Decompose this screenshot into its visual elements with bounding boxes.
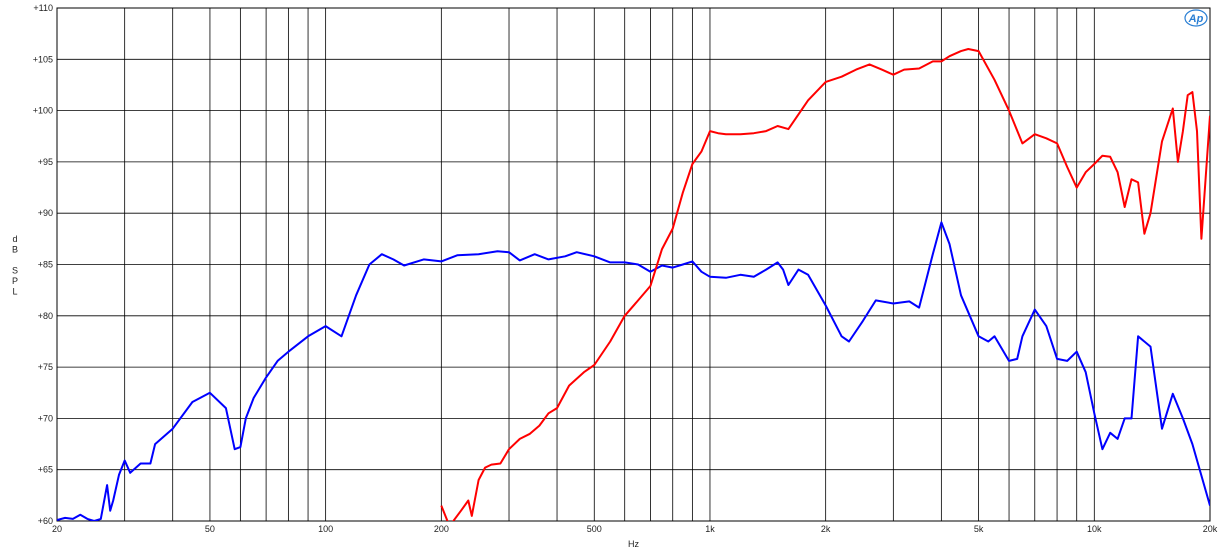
y-tick-label: +105	[33, 54, 53, 64]
x-tick-label: 1k	[705, 524, 715, 534]
x-tick-label: 2k	[821, 524, 831, 534]
y-axis-ticks: +60 +65 +70 +75 +80 +85 +90 +95 +100 +105 +110	[33, 3, 53, 526]
x-tick-label: 10k	[1087, 524, 1102, 534]
series-line-2	[440, 48, 1210, 521]
y-axis-label-char: L	[12, 287, 17, 297]
x-tick-label: 500	[587, 524, 602, 534]
x-tick-label: 200	[434, 524, 449, 534]
y-tick-label: +85	[38, 260, 53, 270]
ap-logo: Ap	[1184, 9, 1208, 27]
y-tick-label: +65	[38, 465, 53, 475]
x-tick-label: 50	[205, 524, 215, 534]
logo-text: Ap	[1188, 13, 1204, 25]
x-axis-label: Hz	[628, 539, 639, 549]
x-axis-ticks: 20 50 100 200 500 1k 2k 5k 10k 20k	[52, 524, 1218, 534]
series-line-1	[57, 221, 1210, 521]
y-tick-label: +80	[38, 311, 53, 321]
y-tick-label: +60	[38, 516, 53, 526]
x-tick-label: 20	[52, 524, 62, 534]
y-tick-label: +100	[33, 106, 53, 116]
x-tick-label: 20k	[1203, 524, 1218, 534]
y-axis-label-char: S	[12, 266, 18, 276]
y-tick-label: +70	[38, 413, 53, 423]
series-group	[57, 48, 1210, 521]
y-axis-label-char: P	[12, 276, 18, 286]
y-tick-label: +90	[38, 208, 53, 218]
y-axis-label-char: d	[12, 234, 17, 244]
y-tick-label: +75	[38, 362, 53, 372]
y-tick-label: +95	[38, 157, 53, 167]
y-axis-label: dB SPL	[12, 234, 18, 297]
y-tick-label: +110	[33, 3, 53, 13]
logo-ring	[1184, 9, 1208, 27]
y-axis-label-char: B	[12, 245, 18, 255]
x-tick-label: 100	[318, 524, 333, 534]
x-tick-label: 5k	[974, 524, 984, 534]
